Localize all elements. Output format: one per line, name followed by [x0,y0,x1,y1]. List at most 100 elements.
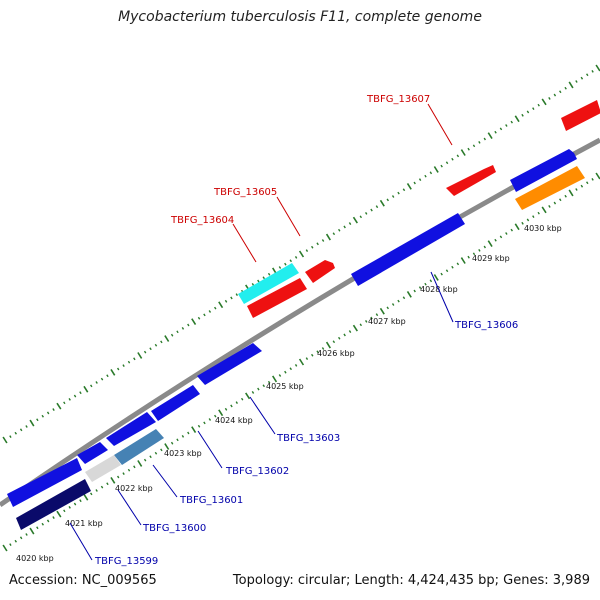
gene-red-13607-b[interactable] [446,165,496,196]
tick-mark [19,536,23,540]
tick-mark [541,98,547,106]
tick-mark [154,451,158,455]
gene-label-13603[interactable]: TBFG_13603 [276,433,340,444]
tick-mark [433,274,439,281]
tick-mark [251,391,255,394]
tick-mark [79,499,82,503]
map-title: Mycobacterium tuberculosis F11, complete… [118,9,482,25]
tick-mark [298,250,305,258]
gene-orange[interactable] [515,166,585,210]
tick-mark [391,303,395,306]
gene-label-13604[interactable]: TBFG_13604 [170,215,234,226]
tick-mark [95,381,98,384]
forward-strand-genes [238,100,600,318]
gene-red-13604[interactable] [247,278,307,318]
gene-blue-far-right[interactable] [510,149,577,192]
tick-mark [467,255,470,259]
tick-mark [352,324,358,332]
tick-mark [143,350,147,354]
tick-mark [305,249,309,252]
tick-mark [14,431,17,435]
tick-mark [564,194,567,198]
tick-mark [133,357,136,361]
tick-mark [41,522,44,526]
gene-label-13601[interactable]: TBFG_13601 [179,495,243,506]
tick-mark [559,90,562,94]
tick-mark [294,364,298,367]
gene-label-13599[interactable]: TBFG_13599 [94,556,158,567]
tick-mark [176,438,179,442]
tick-mark [46,519,50,523]
tick-mark [203,421,206,425]
gene-label-13605[interactable]: TBFG_13605 [213,187,277,198]
kbp-label: 4025 kbp [266,382,304,391]
tick-mark [532,215,535,218]
tick-mark [316,350,319,354]
tick-mark [359,215,363,219]
tick-mark [224,407,228,411]
gene-blue-13603-a[interactable] [197,343,262,385]
tick-mark [160,448,163,452]
tick-mark [375,313,379,317]
tick-mark [197,424,201,428]
gene-label-13602[interactable]: TBFG_13602 [225,466,289,477]
tick-mark [397,299,400,303]
tick-mark [46,411,50,415]
tick-mark [203,313,206,317]
tick-mark [402,296,406,300]
kbp-label: 4026 kbp [317,349,355,358]
tick-mark [364,212,368,215]
tick-mark [218,301,224,309]
tick-mark [483,245,487,249]
tick-mark [460,257,466,264]
tick-mark [379,199,385,207]
gene-name-labels: TBFG_13607 TBFG_13605 TBFG_13604 TBFG_13… [94,94,518,567]
tick-mark [284,262,287,266]
gene-label-13606[interactable]: TBFG_13606 [454,320,518,331]
tick-mark [122,472,125,475]
gene-navy-13599[interactable] [16,479,91,530]
tick-mark [257,387,260,391]
tick-mark [245,392,251,400]
tick-mark [29,527,35,535]
tick-mark [472,144,476,148]
gene-blue-13599-a[interactable] [7,458,82,507]
tick-mark [451,157,454,161]
tick-mark [580,76,584,80]
gene-cyan-13604[interactable] [238,263,299,304]
tick-mark [262,384,265,388]
tick-mark [298,358,305,366]
tick-mark [240,397,244,401]
gene-red-13605[interactable] [305,260,335,283]
inner-tick-track [2,172,600,552]
gene-label-13607[interactable]: TBFG_13607 [366,94,430,105]
tick-mark [305,357,309,360]
tick-mark [56,510,62,518]
tick-mark [386,306,389,310]
tick-mark [2,436,8,444]
tick-mark [548,97,551,100]
tick-mark [311,245,314,249]
tick-mark [440,164,443,168]
gene-blue-13603-b[interactable] [151,385,200,421]
tick-mark [191,318,197,326]
tick-mark [2,544,8,552]
tick-mark [181,327,185,330]
gene-grey-13600[interactable] [85,455,121,482]
gene-label-13600[interactable]: TBFG_13600 [142,523,206,534]
tick-mark [311,353,314,357]
tick-mark [235,293,239,296]
tick-mark [483,137,487,141]
gene-red-13607[interactable] [561,100,600,131]
tick-mark [375,205,379,209]
tick-mark [257,279,260,283]
gene-blue-13602[interactable] [106,412,156,446]
gene-blue-13601[interactable] [77,442,108,464]
tick-mark [424,282,427,286]
gene-steel-13601[interactable] [114,429,164,465]
tick-mark [364,320,368,323]
tick-mark [548,205,551,208]
gene-blue-13606[interactable] [351,213,465,286]
tick-mark [429,279,433,283]
tick-mark [25,425,28,428]
